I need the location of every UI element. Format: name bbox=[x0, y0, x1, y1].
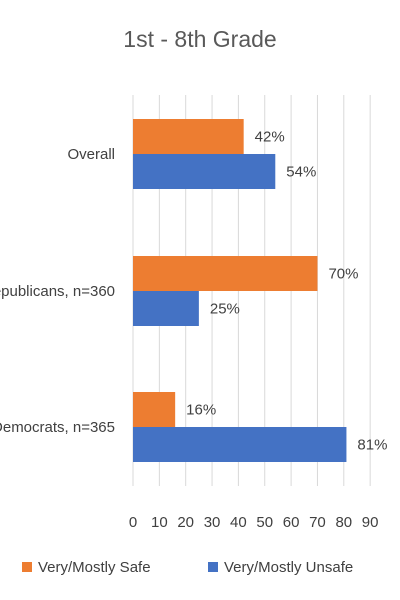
x-tick-label: 80 bbox=[335, 514, 352, 531]
x-tick-label: 20 bbox=[177, 514, 194, 531]
category-label: Overall bbox=[67, 146, 115, 163]
data-label: 54% bbox=[286, 164, 316, 181]
category-label: Democrats, n=365 bbox=[0, 419, 115, 436]
x-tick-label: 30 bbox=[204, 514, 221, 531]
x-tick-label: 10 bbox=[151, 514, 168, 531]
bar-unsafe-2 bbox=[133, 427, 347, 462]
category-labels: Overall Republicans, n=360 Democrats, n=36… bbox=[0, 146, 115, 436]
bar-safe-1 bbox=[133, 256, 318, 291]
chart-title: 1st - 8th Grade bbox=[123, 26, 276, 52]
legend-label: Very/Mostly Safe bbox=[38, 559, 151, 576]
bar-unsafe-1 bbox=[133, 291, 199, 326]
data-label: 25% bbox=[210, 301, 240, 318]
data-label: 81% bbox=[357, 437, 387, 454]
x-tick-label: 40 bbox=[230, 514, 247, 531]
bar-safe-2 bbox=[133, 392, 176, 427]
data-label: 16% bbox=[186, 402, 216, 419]
legend-swatch-unsafe bbox=[208, 562, 218, 572]
data-label: 42% bbox=[255, 129, 285, 146]
x-tick-label: 60 bbox=[283, 514, 300, 531]
legend-label: Very/Mostly Unsafe bbox=[224, 559, 353, 576]
legend: Very/Mostly Safe Very/Mostly Unsafe bbox=[22, 559, 353, 576]
x-tick-label: 90 bbox=[362, 514, 379, 531]
x-tick-label: 0 bbox=[129, 514, 137, 531]
x-tick-label: 50 bbox=[256, 514, 273, 531]
category-label: Republicans, n=360 bbox=[0, 283, 115, 300]
x-axis-ticks: 0 10 20 30 40 50 60 70 80 90 bbox=[129, 514, 379, 531]
x-tick-label: 70 bbox=[309, 514, 326, 531]
legend-swatch-safe bbox=[22, 562, 32, 572]
bar-unsafe-0 bbox=[133, 154, 276, 189]
data-label: 70% bbox=[328, 266, 358, 283]
data-labels: 42% 54% 70% 25% 16% 81% bbox=[186, 129, 387, 454]
bar-safe-0 bbox=[133, 119, 244, 154]
bars bbox=[133, 119, 347, 462]
